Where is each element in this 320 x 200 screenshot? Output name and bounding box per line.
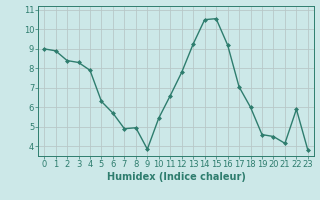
X-axis label: Humidex (Indice chaleur): Humidex (Indice chaleur)	[107, 172, 245, 182]
